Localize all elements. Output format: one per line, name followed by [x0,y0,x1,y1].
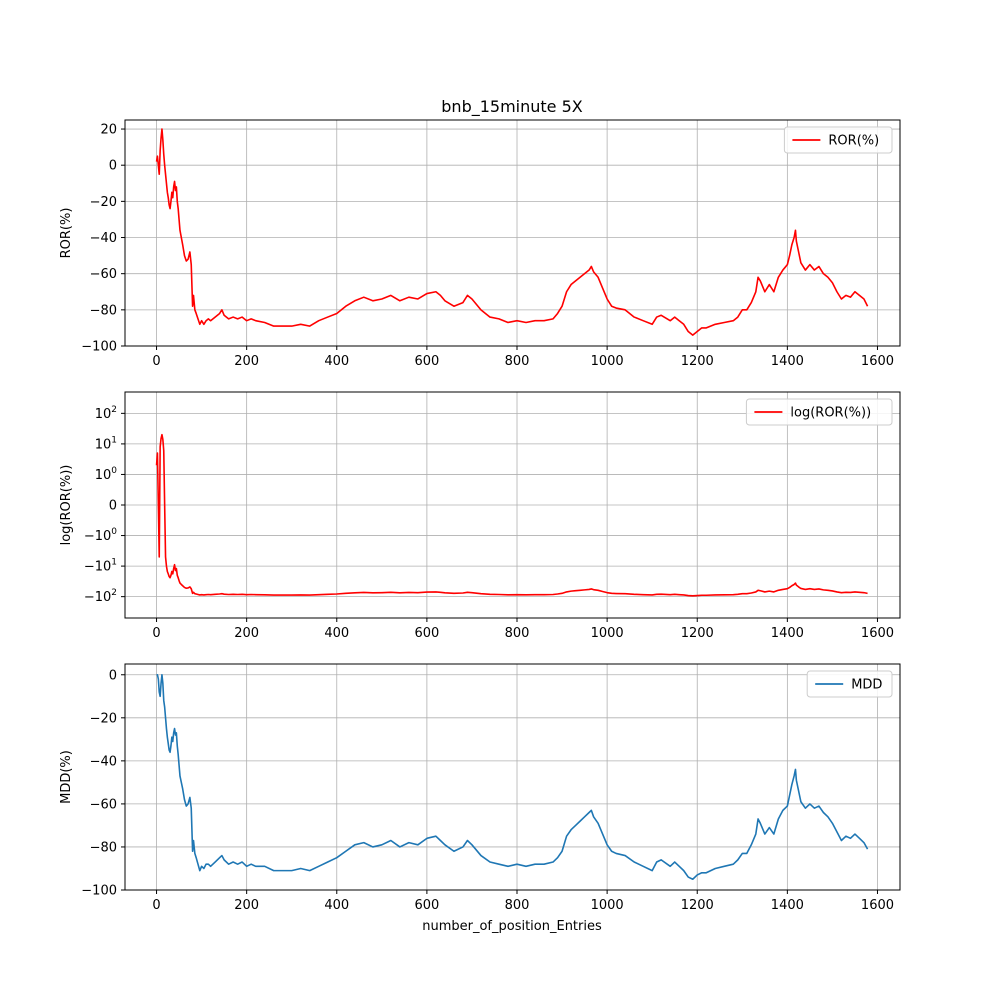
y-tick-label: 0 [109,668,117,683]
x-tick-label: 800 [505,626,530,641]
legend-label: ROR(%) [828,134,879,149]
y-tick-exponent: 0 [111,466,117,476]
y-tick-exponent: 2 [111,588,117,598]
x-tick-label: 600 [414,354,439,369]
x-tick-label: 400 [324,898,349,913]
chart-title: bnb_15minute 5X [441,97,583,117]
x-tick-label: 1200 [681,626,714,641]
x-tick-label: 200 [234,354,259,369]
legend-box [745,398,893,426]
y-tick-label: 102 [95,405,117,422]
y-tick-label: −80 [90,840,117,855]
x-tick-label: 400 [324,626,349,641]
y-axis-label: ROR(%) [59,208,74,259]
chart-panel-3: 0 200 400 600 800 1000 1200 1400 1600 0 −20 −40 −60 −… [59,663,901,913]
series-line [155,433,868,597]
x-tick-label: 1600 [861,898,894,913]
y-axis-label: log(ROR(%)) [59,465,74,546]
x-tick-label: 1000 [591,898,624,913]
y-tick-base: −10 [84,529,111,544]
y-tick-base: 10 [95,468,112,483]
x-axis-label: number_of_position_Entries [422,919,602,934]
y-tick-base: −10 [84,590,111,605]
y-tick-label: 20 [100,123,117,138]
y-tick-label: 0 [109,159,117,174]
x-tick-label: 200 [234,626,259,641]
x-tick-label: 1400 [771,354,804,369]
y-tick-label: −60 [90,797,117,812]
x-tick-label: 800 [505,354,530,369]
chart-panel-1: 0 200 400 600 800 1000 1200 1400 1600200−20−40−6… [59,119,901,369]
x-tick-label: 600 [414,626,439,641]
axes-frame [124,119,901,347]
x-tick-label: 1600 [861,626,894,641]
x-tick-label: 1400 [771,898,804,913]
legend-label: log(ROR(%)) [790,406,871,421]
x-tick-label: 0 [152,626,160,641]
y-tick-label: −101 [84,558,117,575]
x-tick-label: 1600 [861,354,894,369]
y-tick-exponent: 2 [111,405,117,415]
y-tick-exponent: 0 [111,527,117,537]
x-tick-label: 1000 [591,354,624,369]
y-tick-label: −100 [81,340,117,355]
x-tick-label: 1400 [771,626,804,641]
y-tick-label: −20 [90,195,117,210]
x-tick-label: 400 [324,354,349,369]
y-tick-exponent: 1 [111,558,117,568]
y-tick-label: −80 [90,303,117,318]
y-tick-label: 0 [109,499,117,514]
y-tick-base: −10 [84,560,111,575]
x-tick-label: 0 [152,898,160,913]
y-tick-base: 10 [95,437,112,452]
x-tick-label: 600 [414,898,439,913]
x-tick-label: 200 [234,898,259,913]
x-tick-label: 1000 [591,626,624,641]
legend-label: MDD [851,678,882,693]
axes-frame [124,663,901,891]
series-line [155,128,869,336]
legend-box [806,670,893,698]
y-tick-label: −102 [84,588,117,605]
y-tick-label: −20 [90,711,117,726]
y-tick-label: −40 [90,754,117,769]
legend-box [783,126,893,154]
y-tick-label: −60 [90,267,117,282]
y-tick-label: −100 [81,884,117,899]
x-tick-label: 0 [152,354,160,369]
chart-panel-2: 0 200 400 600 800 1000 1200 1400 16001021011000−… [59,391,901,641]
y-tick-base: 0 [109,499,117,514]
x-tick-label: 800 [505,898,530,913]
y-tick-label: 101 [95,435,117,452]
y-tick-exponent: 1 [111,435,117,445]
y-axis-label: MDD(%) [59,750,74,804]
y-tick-label: 100 [95,466,118,483]
y-tick-label: −100 [84,527,117,544]
y-tick-label: −40 [90,231,117,246]
y-tick-base: 10 [95,407,112,422]
series-line [156,673,869,881]
chart-panels: 0 200 400 600 800 1000 1200 1400 1600200−20−40−6… [59,119,901,913]
x-tick-label: 1200 [681,354,714,369]
x-tick-label: 1200 [681,898,714,913]
